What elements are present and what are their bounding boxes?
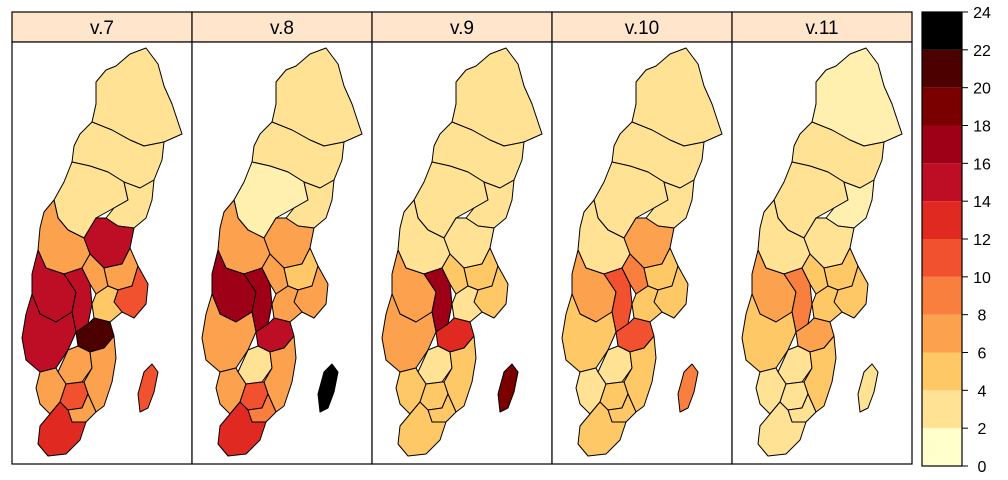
panel-title: v.7 (90, 18, 114, 39)
panel-title: v.10 (625, 18, 660, 39)
legend-band (922, 12, 962, 50)
region-sodermanland (811, 285, 843, 323)
region-kalmar (83, 335, 117, 413)
legend-band (922, 239, 962, 277)
legend-tick-label: 0 (978, 459, 987, 476)
region-kalmar (443, 335, 477, 413)
legend-tick-label: 22 (973, 43, 991, 60)
legend-tick-label: 14 (973, 194, 991, 211)
region-gotland (677, 363, 699, 413)
region-kalmar (623, 335, 657, 413)
legend-tick-label: 16 (973, 156, 991, 173)
legend-tick-label: 24 (973, 5, 991, 22)
legend-band (922, 390, 962, 429)
region-sodermanland (91, 285, 123, 323)
region-gotland (497, 363, 519, 413)
region-gotland (137, 363, 159, 413)
region-kalmar (803, 335, 837, 413)
region-gotland (857, 363, 879, 413)
legend-band (922, 87, 962, 126)
legend-band (922, 125, 962, 164)
legend-band (922, 163, 962, 202)
region-skane (577, 401, 627, 457)
sweden-map (21, 47, 183, 457)
map-panel-v-7: v.7 (11, 11, 193, 465)
region-kalmar (263, 335, 297, 413)
panel-strip (551, 11, 733, 43)
region-sodermanland (631, 285, 663, 323)
sweden-map (381, 47, 543, 457)
panel-strip (731, 11, 913, 43)
legend-band (922, 428, 962, 466)
region-vastra_gotaland (201, 293, 257, 373)
region-vastra_gotaland (21, 293, 77, 373)
map-panel-v-11: v.11 (731, 11, 913, 465)
legend-tick-label: 18 (973, 119, 991, 136)
legend-tick-label: 20 (973, 81, 991, 98)
map-panel-v-8: v.8 (191, 11, 373, 465)
legend-band (922, 49, 962, 88)
sweden-map (561, 47, 723, 457)
map-panel-v-10: v.10 (551, 11, 733, 465)
sweden-map (741, 47, 903, 457)
legend-tick-label: 8 (978, 308, 987, 325)
legend-tick-label: 2 (978, 421, 987, 438)
region-skane (757, 401, 807, 457)
region-vastra_gotaland (741, 293, 797, 373)
region-vastra_gotaland (381, 293, 437, 373)
legend-tick-label: 12 (973, 232, 991, 249)
map-panel-v-9: v.9 (371, 11, 553, 465)
legend-band (922, 314, 962, 353)
region-gotland (317, 363, 339, 413)
region-sodermanland (451, 285, 483, 323)
legend-band (922, 201, 962, 239)
legend-band (922, 352, 962, 391)
panel-strip (11, 11, 193, 43)
region-sodermanland (271, 285, 303, 323)
panel-title: v.11 (805, 18, 838, 39)
legend-tick-label: 6 (978, 346, 987, 363)
region-skane (397, 401, 447, 457)
region-skane (37, 401, 87, 457)
panel-title: v.9 (450, 18, 474, 39)
legend-tick-label: 10 (973, 270, 991, 287)
legend-band (922, 276, 962, 315)
sweden-map (201, 47, 363, 457)
region-skane (217, 401, 267, 457)
panel-title: v.8 (270, 18, 294, 39)
legend-tick-label: 4 (978, 383, 987, 400)
region-vastra_gotaland (561, 293, 617, 373)
